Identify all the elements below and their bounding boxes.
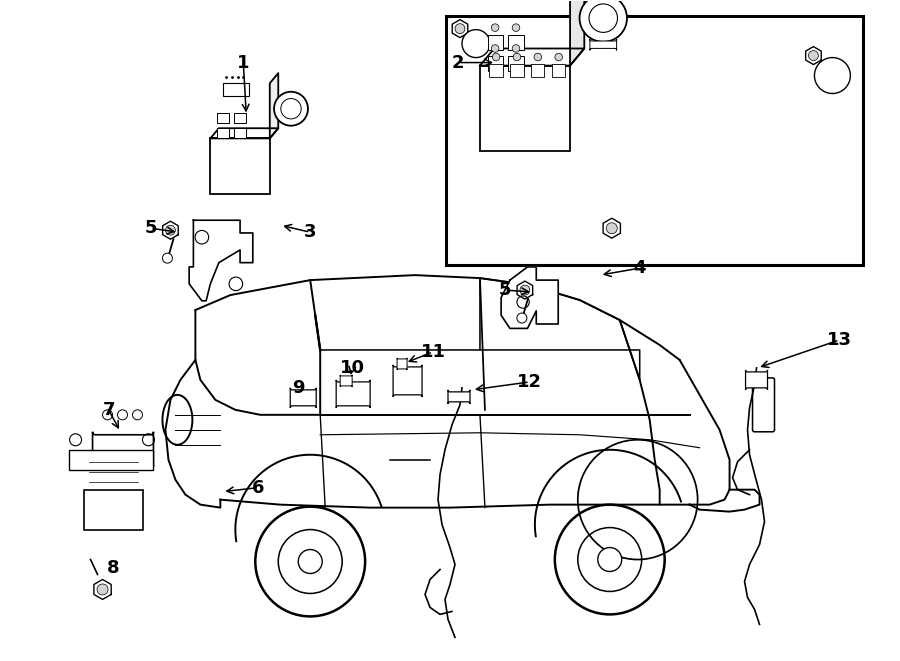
Polygon shape: [480, 48, 584, 65]
FancyBboxPatch shape: [290, 388, 316, 408]
Bar: [508, 56, 524, 71]
Circle shape: [534, 54, 542, 61]
Circle shape: [814, 58, 850, 93]
Circle shape: [298, 549, 322, 574]
FancyBboxPatch shape: [393, 365, 422, 397]
Bar: [552, 63, 565, 77]
Bar: [211, 138, 270, 194]
Polygon shape: [518, 281, 533, 299]
Circle shape: [118, 410, 128, 420]
Polygon shape: [270, 73, 278, 138]
Text: 3: 3: [304, 223, 317, 241]
Text: 4: 4: [634, 259, 646, 277]
Bar: [234, 128, 246, 138]
Bar: [508, 35, 524, 50]
FancyBboxPatch shape: [337, 380, 370, 408]
Circle shape: [607, 223, 617, 234]
Text: 11: 11: [420, 343, 446, 361]
Polygon shape: [189, 220, 253, 301]
Bar: [217, 128, 229, 138]
Bar: [446, 16, 863, 265]
Circle shape: [132, 410, 142, 420]
Circle shape: [512, 45, 520, 52]
Polygon shape: [94, 580, 112, 600]
Text: 5: 5: [499, 281, 511, 299]
Circle shape: [455, 24, 465, 34]
Text: 5: 5: [144, 219, 157, 237]
Text: 1: 1: [237, 54, 249, 71]
Circle shape: [491, 45, 499, 52]
Text: 13: 13: [827, 331, 852, 349]
Text: 8: 8: [107, 559, 120, 576]
FancyBboxPatch shape: [590, 39, 616, 50]
Bar: [490, 63, 503, 77]
Text: 2: 2: [452, 54, 464, 71]
Ellipse shape: [274, 92, 308, 126]
FancyBboxPatch shape: [448, 390, 470, 404]
FancyBboxPatch shape: [745, 370, 768, 390]
FancyBboxPatch shape: [93, 432, 154, 467]
Circle shape: [103, 410, 112, 420]
Polygon shape: [163, 221, 178, 239]
Text: 12: 12: [518, 373, 543, 391]
Circle shape: [517, 313, 526, 323]
FancyBboxPatch shape: [340, 375, 352, 387]
Bar: [217, 113, 229, 123]
Circle shape: [166, 225, 176, 235]
Circle shape: [462, 30, 490, 58]
Polygon shape: [806, 46, 821, 65]
Bar: [68, 449, 154, 470]
Polygon shape: [603, 218, 620, 238]
Polygon shape: [501, 267, 558, 329]
Circle shape: [555, 54, 562, 61]
FancyBboxPatch shape: [752, 378, 775, 432]
Bar: [480, 65, 570, 151]
Bar: [488, 56, 503, 71]
Text: 10: 10: [339, 359, 365, 377]
FancyBboxPatch shape: [397, 358, 407, 370]
Circle shape: [520, 285, 530, 295]
Polygon shape: [211, 128, 278, 138]
Bar: [510, 63, 524, 77]
Text: 6: 6: [252, 479, 265, 496]
Circle shape: [513, 54, 521, 61]
Circle shape: [97, 584, 108, 595]
Text: 7: 7: [103, 401, 115, 419]
Circle shape: [808, 51, 818, 61]
Polygon shape: [570, 0, 584, 65]
Text: 9: 9: [292, 379, 304, 397]
Circle shape: [512, 24, 520, 32]
Circle shape: [492, 54, 500, 61]
Ellipse shape: [580, 0, 627, 42]
Circle shape: [162, 253, 173, 263]
Bar: [223, 83, 248, 96]
Polygon shape: [452, 20, 468, 38]
FancyBboxPatch shape: [84, 490, 143, 529]
Bar: [488, 35, 503, 50]
Bar: [531, 63, 544, 77]
Bar: [234, 113, 246, 123]
Circle shape: [491, 24, 499, 32]
Circle shape: [598, 547, 622, 572]
